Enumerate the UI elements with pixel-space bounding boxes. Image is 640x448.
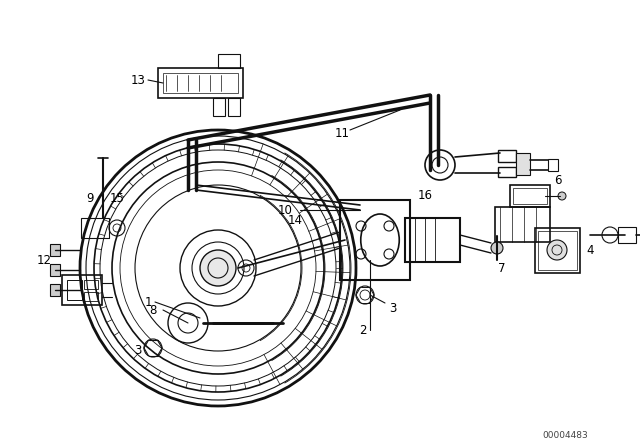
Text: 8: 8 [149,303,157,316]
Text: 16: 16 [417,189,433,202]
Bar [84,292,98,301]
Circle shape [558,192,566,200]
Bar [62,275,102,305]
Bar [513,188,547,204]
Bar [67,280,82,300]
Bar [228,98,240,116]
Bar [548,159,558,171]
Text: 1: 1 [144,296,152,309]
Circle shape [547,240,567,260]
Text: 11: 11 [335,126,349,139]
Circle shape [491,242,503,254]
Circle shape [200,250,236,286]
Text: 15: 15 [109,191,124,204]
Bar [538,231,577,270]
Text: 6: 6 [554,173,562,186]
Bar [340,200,410,280]
Text: 3: 3 [389,302,397,315]
Bar [498,167,516,177]
Text: 00004483: 00004483 [542,431,588,439]
Bar [510,185,550,207]
Text: 12: 12 [36,254,51,267]
Bar [405,218,460,262]
Text: 2: 2 [359,323,367,336]
Bar [84,280,98,289]
Bar [81,218,109,238]
Text: 9: 9 [86,191,93,204]
Bar [163,73,238,93]
Bar [50,244,60,256]
Bar [50,264,60,276]
Text: 10: 10 [278,203,292,216]
Bar [213,98,225,116]
Bar [50,284,60,296]
Bar [618,227,636,243]
Bar [516,153,530,175]
Bar [158,68,243,98]
Bar [535,228,580,273]
Bar [218,54,240,68]
Text: 4: 4 [586,244,594,257]
Text: 14: 14 [287,214,303,227]
Text: 3: 3 [134,344,141,357]
Bar [495,207,550,242]
Text: 13: 13 [131,73,145,86]
Bar [498,150,516,162]
Text: 7: 7 [499,262,506,275]
